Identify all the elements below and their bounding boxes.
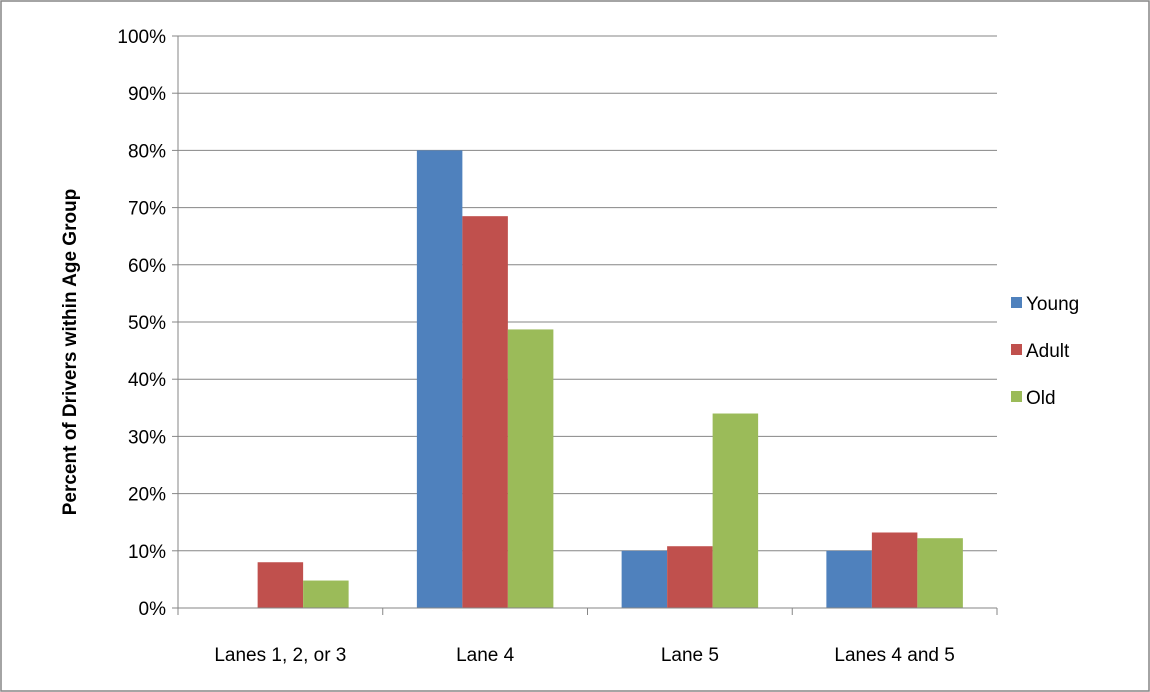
legend-swatch-young [1011,297,1022,308]
bar-young [826,550,872,608]
legend-swatch-old [1011,391,1022,402]
y-axis-title: Percent of Drivers within Age Group [60,189,81,516]
bar-adult [667,546,713,608]
y-tick-label: 30% [128,427,166,448]
y-tick-label: 80% [128,141,166,162]
bars [257,150,963,608]
bar-old [303,580,349,608]
x-category-label: Lane 4 [456,645,515,666]
bar-young [416,150,463,608]
axes: 0% 10% 20% 30% 40% 50% 60% 70% 80% 90% 100% Lanes 1… [117,27,998,666]
x-category-label: Lanes 1, 2, or 3 [214,645,346,666]
bar-young [621,550,668,608]
y-tick-label: 40% [128,370,166,391]
y-tick-label: 100% [117,27,166,48]
y-tick-label: 0% [139,599,167,620]
y-tick-label: 60% [128,256,166,277]
legend-label-old: Old [1026,388,1056,409]
bar-old [507,329,554,608]
y-tick-label: 70% [128,199,166,220]
bar-old [917,538,963,608]
bar-old [712,413,759,608]
bar-adult [462,216,508,608]
x-category-label: Lanes 4 and 5 [834,645,954,666]
bar-adult [257,562,304,608]
y-tick-label: 20% [128,485,166,506]
legend: Young Adult Old [1011,294,1079,409]
y-tick-label: 10% [128,542,166,563]
bar-adult [871,532,918,608]
legend-label-adult: Adult [1026,341,1070,362]
legend-swatch-adult [1011,344,1022,355]
gridlines [178,35,997,552]
legend-label-young: Young [1026,294,1079,315]
x-category-label: Lane 5 [661,645,719,666]
y-tick-label: 50% [128,313,166,334]
y-tick-label: 90% [128,84,166,105]
